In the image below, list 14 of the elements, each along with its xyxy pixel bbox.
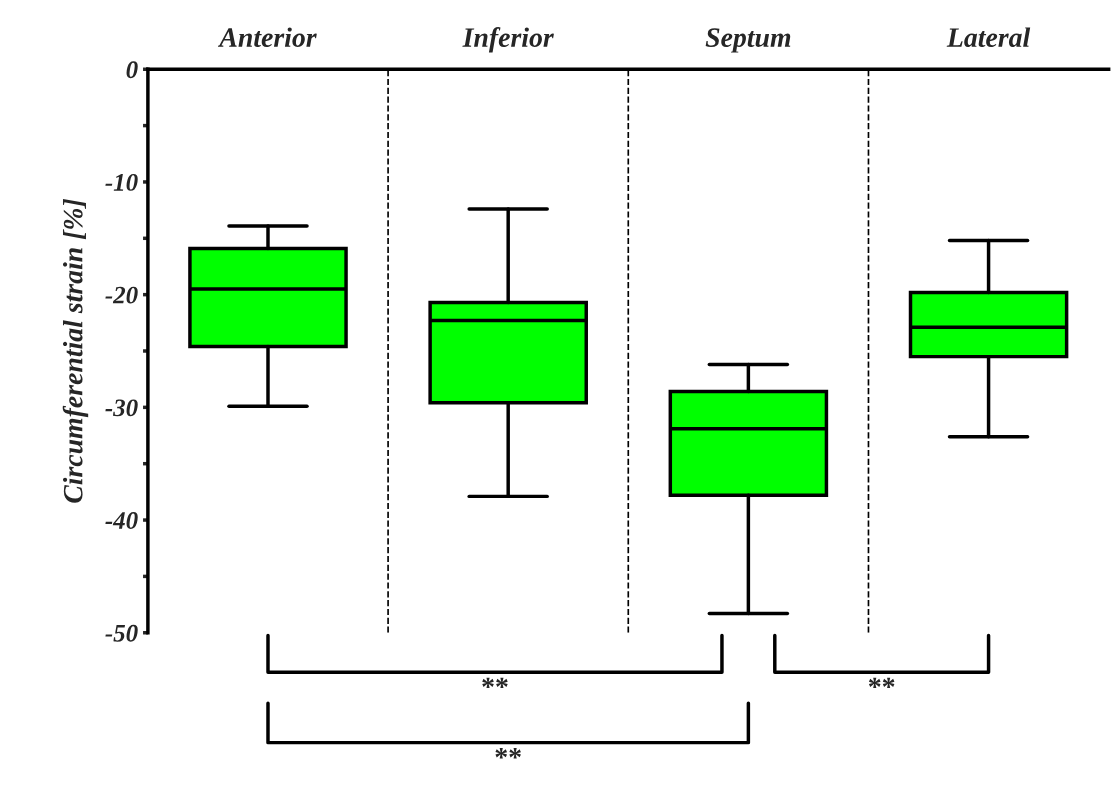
y-axis-title: Circumferential strain [%] — [62, 198, 89, 503]
y-tick-label: -40 — [105, 512, 138, 529]
text: ** — [868, 677, 895, 689]
text: ** — [482, 677, 508, 689]
y-tick-label: -20 — [105, 286, 138, 304]
x-tick-label: Lateral — [946, 27, 1031, 47]
y-tick-label: -10 — [105, 174, 138, 191]
x-tick-label: Anterior — [217, 27, 317, 47]
y-tick-label: -50 — [105, 624, 138, 642]
x-tick-label: Septum — [705, 28, 791, 53]
y-tick-label: -30 — [105, 399, 138, 417]
text: ** — [495, 748, 521, 759]
y-tick-label: 0 — [126, 61, 138, 79]
x-tick-label: Inferior — [462, 27, 554, 53]
